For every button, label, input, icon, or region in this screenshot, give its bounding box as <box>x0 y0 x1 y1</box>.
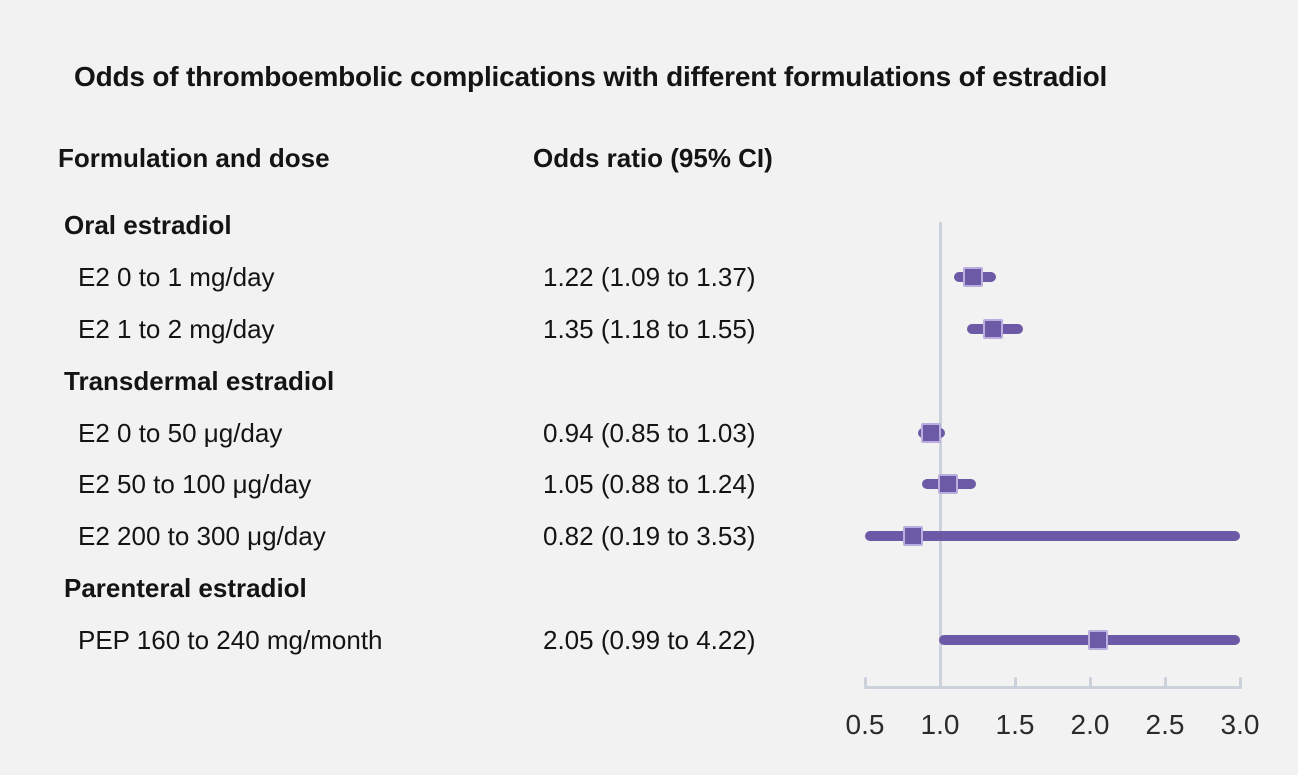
point-estimate-marker <box>903 526 923 547</box>
forest-row: E2 200 to 300 μg/day 0.82 (0.19 to 3.53) <box>0 510 1298 562</box>
point-estimate-marker <box>963 266 983 287</box>
axis-tick <box>1163 677 1167 687</box>
row-label: E2 50 to 100 μg/day <box>78 469 312 500</box>
row-label: PEP 160 to 240 mg/month <box>78 625 383 655</box>
row-label: E2 0 to 1 mg/day <box>78 261 275 292</box>
axis-tick-label: 1.5 <box>995 709 1035 740</box>
forest-row: PEP 160 to 240 mg/month 2.05 (0.99 to 4.2… <box>0 614 1298 666</box>
reference-line <box>938 222 942 689</box>
point-estimate-marker <box>921 422 941 443</box>
row-label: E2 1 to 2 mg/day <box>78 313 275 344</box>
column-header-formulation: Formulation and dose <box>58 143 330 173</box>
odds-ratio-value: 1.05 (0.88 to 1.24) <box>543 469 756 500</box>
odds-ratio-value: 0.82 (0.19 to 3.53) <box>543 521 756 552</box>
x-axis-line <box>863 686 1242 689</box>
odds-ratio-value: 1.35 (1.18 to 1.55) <box>543 313 756 344</box>
column-header-odds-ratio: Odds ratio (95% CI) <box>533 143 773 173</box>
forest-row: E2 0 to 50 μg/day 0.94 (0.85 to 1.03) <box>0 407 1298 459</box>
axis-tick-label: 0.5 <box>845 709 885 740</box>
axis-tick <box>1238 677 1242 687</box>
point-estimate-marker <box>982 318 1003 339</box>
forest-row: E2 50 to 100 μg/day 1.05 (0.88 to 1.24) <box>0 458 1298 510</box>
axis-tick <box>863 677 867 687</box>
odds-ratio-value: 0.94 (0.85 to 1.03) <box>543 417 756 448</box>
axis-tick-label: 2.0 <box>1070 709 1110 740</box>
row-label: E2 200 to 300 μg/day <box>78 521 326 552</box>
axis-tick <box>1088 677 1092 687</box>
row-label: E2 0 to 50 μg/day <box>78 417 283 448</box>
axis-tick-label: 2.5 <box>1145 709 1185 740</box>
group-row: Transdermal estradiol <box>0 355 1298 407</box>
odds-ratio-value: 2.05 (0.99 to 4.22) <box>543 625 756 655</box>
figure-title: Odds of thromboembolic complications wit… <box>74 61 1108 92</box>
group-row: Oral estradiol <box>0 199 1298 251</box>
axis-tick-label: 1.0 <box>920 709 960 740</box>
group-label: Oral estradiol <box>64 210 232 240</box>
axis-tick <box>938 677 942 687</box>
odds-ratio-value: 1.22 (1.09 to 1.37) <box>543 261 756 292</box>
point-estimate-marker <box>937 474 958 495</box>
group-row: Parenteral estradiol <box>0 562 1298 614</box>
forest-row: E2 1 to 2 mg/day 1.35 (1.18 to 1.55) <box>0 303 1298 355</box>
axis-tick <box>1013 677 1017 687</box>
ci-bar <box>865 531 1240 542</box>
group-label: Parenteral estradiol <box>64 573 307 604</box>
group-label: Transdermal estradiol <box>64 365 335 396</box>
point-estimate-marker <box>1087 630 1108 650</box>
axis-tick-label: 3.0 <box>1220 709 1260 740</box>
forest-row: E2 0 to 1 mg/day 1.22 (1.09 to 1.37) <box>0 251 1298 303</box>
